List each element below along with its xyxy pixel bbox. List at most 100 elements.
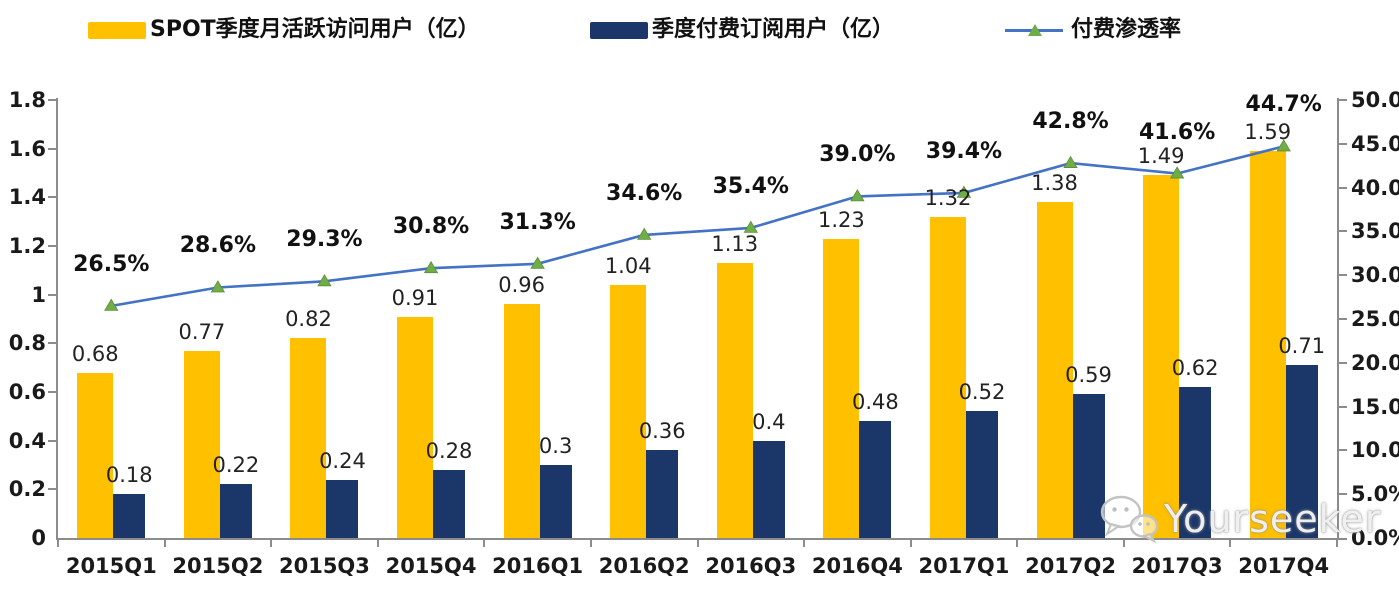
- y-axis-right-tick: [1339, 99, 1347, 101]
- y-axis-left-label: 1: [31, 282, 46, 307]
- y-axis-right-label: 10.0%: [1351, 438, 1399, 463]
- subs-bar: [1072, 394, 1105, 538]
- y-axis-right-label: 40.0%: [1351, 175, 1399, 200]
- mau-legend-label: SPOT季度月活跃访问用户（亿）: [150, 17, 480, 42]
- subs-bar: [326, 479, 359, 538]
- subs-value-label: 0.59: [1065, 363, 1112, 388]
- x-axis-label: 2017Q1: [918, 554, 1010, 578]
- y-axis-right-tick: [1339, 361, 1347, 364]
- x-axis-label: 2016Q2: [598, 554, 690, 578]
- subs-value-label: 0.22: [212, 453, 260, 478]
- mau-bar: [397, 316, 434, 538]
- y-axis-right-label: 5.0%: [1351, 482, 1399, 507]
- y-axis-right-tick: [1339, 142, 1347, 145]
- y-axis-left-tick: [48, 342, 56, 345]
- y-axis-left-tick: [48, 99, 56, 101]
- penetration-point-marker: [956, 185, 972, 198]
- penetration-point-marker: [637, 227, 652, 240]
- subs-value-label: 0.4: [752, 409, 786, 434]
- x-axis-label: 2015Q4: [385, 554, 477, 578]
- subs-bar: [1285, 365, 1318, 538]
- y-axis-left-label: 0: [31, 526, 46, 550]
- mau-value-label: 1.04: [604, 253, 652, 278]
- y-axis-left-label: 1.2: [8, 234, 46, 258]
- x-axis-label: 2016Q4: [811, 554, 903, 578]
- mau-value-label: 1.32: [924, 185, 972, 210]
- subs-bar: [859, 421, 892, 538]
- y-axis-right-label: 0.0%: [1351, 526, 1399, 550]
- mau-legend-swatch: [88, 21, 146, 39]
- y-axis-left-tick: [48, 439, 56, 442]
- mau-bar: [77, 372, 114, 538]
- y-axis-right-label: 30.0%: [1351, 263, 1399, 288]
- y-axis-left-label: 1.6: [8, 136, 46, 161]
- mau-bar: [823, 238, 860, 538]
- y-axis-left-tick: [48, 245, 56, 247]
- mau-bar: [290, 338, 327, 538]
- y-axis-left-tick: [48, 488, 56, 491]
- x-axis-tick: [1122, 540, 1125, 547]
- x-axis-label: 2015Q2: [172, 554, 264, 578]
- penetration-value-label: 28.6%: [179, 233, 257, 259]
- subs-value-label: 0.24: [319, 448, 366, 473]
- mau-value-label: 0.91: [391, 285, 439, 310]
- x-axis-label: 2016Q1: [492, 554, 584, 578]
- legend-item-mau: SPOT季度月活跃访问用户（亿）: [88, 13, 480, 47]
- subs-bar: [113, 494, 146, 538]
- penetration-point-marker: [850, 189, 865, 202]
- penetration-point-marker: [1063, 155, 1078, 168]
- penetration-value-label: 35.4%: [712, 173, 789, 199]
- x-axis-line: [56, 538, 1347, 540]
- y-axis-right-tick: [1339, 274, 1347, 277]
- subs-value-label: 0.18: [105, 463, 153, 488]
- legend-item-penetration: 付费渗透率: [1005, 13, 1181, 47]
- x-axis-tick: [57, 540, 59, 547]
- y-axis-right-label: 50.0%: [1351, 88, 1399, 112]
- triangle-marker-icon: [1028, 24, 1042, 36]
- penetration-legend-label: 付费渗透率: [1071, 17, 1182, 42]
- y-axis-left-label: 1.8: [8, 88, 46, 112]
- penetration-point-marker: [1169, 166, 1185, 179]
- mau-bar: [929, 216, 966, 538]
- mau-bar: [183, 350, 220, 538]
- y-axis-right-label: 25.0%: [1351, 307, 1399, 331]
- y-axis-left-tick: [48, 391, 56, 393]
- penetration-value-label: 44.7%: [1245, 92, 1322, 118]
- penetration-value-label: 31.3%: [499, 209, 576, 235]
- y-axis-left-tick: [48, 147, 56, 150]
- x-axis-tick: [163, 540, 166, 547]
- subs-value-label: 0.28: [425, 438, 473, 463]
- penetration-line: [104, 139, 1291, 311]
- penetration-value-label: 39.0%: [819, 142, 896, 168]
- x-axis-label: 2016Q3: [705, 554, 797, 578]
- mau-bar: [610, 284, 647, 538]
- y-axis-right-line: [1337, 98, 1339, 540]
- subs-bar: [219, 484, 252, 538]
- y-axis-left-label: 0.8: [8, 331, 46, 356]
- y-axis-right-tick: [1339, 405, 1347, 408]
- penetration-legend-marker: [1005, 21, 1063, 39]
- penetration-point-marker: [317, 274, 332, 287]
- y-axis-right-tick: [1339, 186, 1347, 189]
- x-axis-tick: [589, 540, 592, 547]
- mau-bar: [1249, 151, 1286, 538]
- y-axis-right-tick: [1339, 318, 1347, 320]
- x-axis-label: 2017Q2: [1025, 554, 1116, 578]
- mau-value-label: 0.77: [178, 319, 226, 344]
- mau-bar: [1036, 202, 1073, 538]
- y-axis-left-label: 0.4: [8, 428, 46, 453]
- penetration-point-marker: [423, 260, 439, 274]
- subs-bar: [965, 411, 998, 538]
- penetration-point-marker: [104, 298, 119, 311]
- penetration-value-label: 39.4%: [925, 138, 1003, 164]
- subs-bar: [752, 440, 785, 538]
- subs-value-label: 0.3: [538, 434, 573, 458]
- subs-value-label: 0.48: [851, 390, 899, 415]
- penetration-point-marker: [210, 280, 226, 293]
- x-axis-tick: [1229, 540, 1232, 547]
- mau-value-label: 1.23: [817, 207, 865, 232]
- x-axis-tick: [1336, 540, 1338, 547]
- mau-bar: [716, 263, 753, 538]
- subs-bar: [1179, 387, 1212, 538]
